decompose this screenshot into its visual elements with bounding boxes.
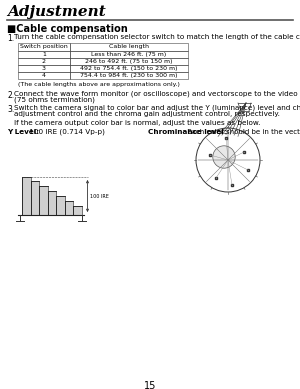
Text: If the camera output color bar is normal, adjust the values as below.: If the camera output color bar is normal… (14, 119, 260, 126)
Text: Cable length: Cable length (109, 44, 149, 49)
Text: 15: 15 (144, 381, 156, 389)
Polygon shape (73, 206, 82, 215)
Text: Each color should be in the vectorscope frame.: Each color should be in the vectorscope … (185, 128, 300, 135)
Text: Turn the cable compensation selector switch to match the length of the cable con: Turn the cable compensation selector swi… (14, 34, 300, 40)
Text: Connect the wave form monitor (or oscilloscope) and vectorscope to the video out: Connect the wave form monitor (or oscill… (14, 91, 300, 97)
Polygon shape (56, 196, 64, 215)
Text: (75 ohms termination): (75 ohms termination) (14, 96, 95, 103)
Text: 4: 4 (42, 72, 46, 77)
Text: ■Cable compensation: ■Cable compensation (7, 24, 128, 34)
Text: 3.: 3. (7, 105, 14, 114)
Text: 492 to 754.4 ft. (150 to 230 m): 492 to 754.4 ft. (150 to 230 m) (80, 65, 178, 70)
Polygon shape (64, 201, 73, 215)
Text: Less than 246 ft. (75 m): Less than 246 ft. (75 m) (92, 51, 166, 56)
Text: adjustment control and the chroma gain adjustment control, respectively.: adjustment control and the chroma gain a… (14, 110, 280, 116)
Text: Switch the camera signal to color bar and adjust the Y (luminance) level and chr: Switch the camera signal to color bar an… (14, 105, 300, 111)
Text: 246 to 492 ft. (75 to 150 m): 246 to 492 ft. (75 to 150 m) (85, 58, 173, 63)
Polygon shape (47, 191, 56, 215)
Text: Y Level:: Y Level: (7, 128, 39, 135)
Text: 3: 3 (42, 65, 46, 70)
Polygon shape (39, 186, 47, 215)
Text: 100 IRE: 100 IRE (89, 193, 108, 198)
Text: 1: 1 (42, 51, 46, 56)
Text: Switch position: Switch position (20, 44, 68, 49)
Text: (The cable lengths above are approximations only.): (The cable lengths above are approximati… (18, 82, 180, 86)
Text: Adjustment: Adjustment (7, 5, 106, 19)
Text: 1.: 1. (7, 34, 14, 43)
Circle shape (213, 146, 235, 168)
Text: 2: 2 (42, 58, 46, 63)
Polygon shape (22, 177, 31, 215)
Text: Chrominance level:: Chrominance level: (148, 128, 226, 135)
Polygon shape (31, 181, 39, 215)
Text: 2.: 2. (7, 91, 14, 100)
Text: 100 IRE (0.714 Vp-p): 100 IRE (0.714 Vp-p) (27, 128, 105, 135)
Text: 754.4 to 984 ft. (230 to 300 m): 754.4 to 984 ft. (230 to 300 m) (80, 72, 178, 77)
